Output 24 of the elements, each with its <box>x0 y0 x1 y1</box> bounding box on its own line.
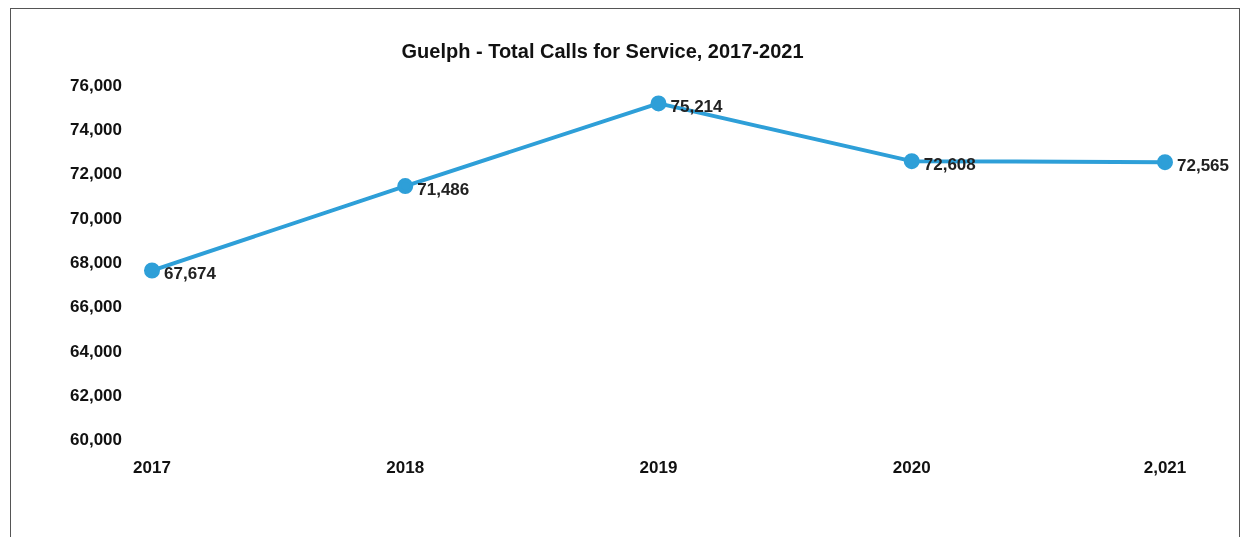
y-tick-label: 68,000 <box>70 252 122 272</box>
text: 72,565 <box>1177 155 1229 175</box>
y-tick-label: 74,000 <box>70 120 122 140</box>
text: 71,486 <box>417 179 470 199</box>
text: 67,674 <box>164 264 216 284</box>
chart-title: Guelph - Total Calls for Service, 2017-2021 <box>401 39 804 62</box>
point <box>903 153 920 170</box>
point <box>650 95 667 112</box>
y-tick-label: 60,000 <box>70 430 122 450</box>
x-tick-label: 2017 <box>133 458 171 478</box>
y-tick-label: 66,000 <box>70 297 122 317</box>
text: 75,214 <box>670 97 723 117</box>
y-tick-label: 70,000 <box>70 208 122 228</box>
y-tick-label: 76,000 <box>70 75 122 95</box>
point <box>397 178 414 195</box>
x-tick-label: 2,021 <box>1143 458 1187 478</box>
x-tick-label: 2019 <box>639 458 678 478</box>
point <box>144 262 160 279</box>
point <box>1157 154 1173 171</box>
x-tick-label: 2020 <box>892 458 931 478</box>
y-tick-label: 64,000 <box>70 341 122 361</box>
x-tick-label: 2018 <box>386 458 425 478</box>
y-tick-label: 72,000 <box>70 164 122 184</box>
y-tick-label: 62,000 <box>70 385 122 405</box>
